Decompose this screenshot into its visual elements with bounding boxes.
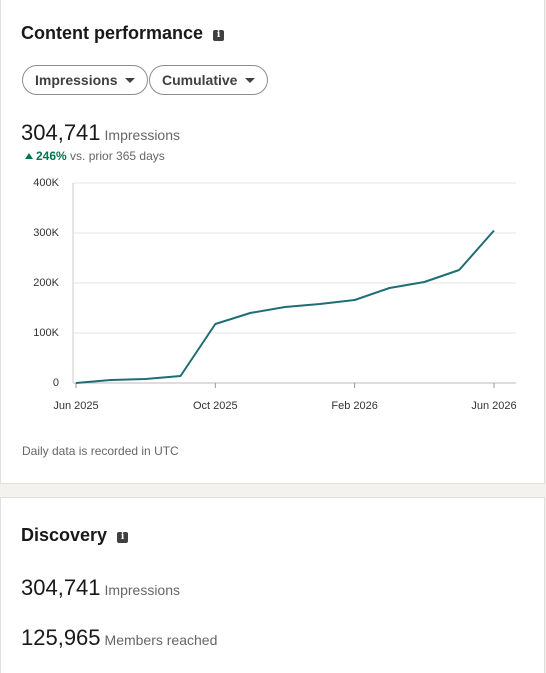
dropdown-label: Cumulative <box>162 72 238 88</box>
info-icon[interactable]: i <box>213 30 225 41</box>
y-tick-label: 200K <box>33 277 59 289</box>
card-title: Discovery i <box>21 525 129 546</box>
metric: 304,741 Impressions <box>21 575 180 601</box>
summary: 304,741 Impressions <box>21 120 180 146</box>
discovery-card: Discovery i 304,741 Impressions 125,965 Mem… <box>0 497 545 673</box>
footnote: Daily data is recorded in UTC <box>22 444 179 458</box>
y-tick-label: 0 <box>53 377 59 389</box>
metric: 125,965 Members reached <box>21 625 217 651</box>
x-tick-label: Jun 2025 <box>53 400 98 412</box>
y-tick-label: 100K <box>33 327 59 339</box>
dropdown-label: Impressions <box>35 72 118 88</box>
mode-dropdown[interactable]: Cumulative <box>149 65 269 95</box>
y-tick-label: 300K <box>33 227 59 239</box>
metric-dropdown[interactable]: Impressions <box>22 65 149 95</box>
metric-value: 125,965 <box>21 625 101 650</box>
content-card: Content performance i Impressions Cumulat… <box>0 0 545 484</box>
metric-value: 304,741 <box>21 575 101 600</box>
metric-label: Members reached <box>104 632 218 648</box>
chart: 0 100K 200K 300K 400K Jun 2025 Oct 2025 Feb 202… <box>33 177 516 412</box>
title-text: Discovery <box>21 525 108 545</box>
summary-value: 304,741 <box>21 120 101 145</box>
title-text: Content performance <box>21 23 204 43</box>
change: 246% vs. prior 365 days <box>25 149 165 163</box>
x-tick-label: Jun 2026 <box>471 400 516 412</box>
summary-unit: Impressions <box>104 127 180 143</box>
comparison: vs. prior 365 days <box>70 149 165 163</box>
info-icon[interactable]: i <box>117 532 129 543</box>
card-title: Content performance i <box>21 23 225 44</box>
line-series <box>75 229 495 384</box>
x-tick-label: Feb 2026 <box>331 400 377 412</box>
y-tick-label: 400K <box>33 177 59 189</box>
metric-label: Impressions <box>104 582 180 598</box>
x-tick-label: Oct 2025 <box>193 400 238 412</box>
change-value: 246% <box>36 149 67 163</box>
